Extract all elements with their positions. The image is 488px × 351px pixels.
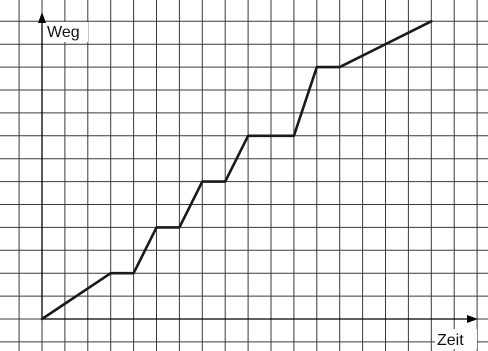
axis-labels: Weg Zeit [46, 22, 477, 349]
y-axis-label-background [46, 22, 88, 42]
x-axis-label: Zeit [437, 332, 464, 349]
x-axis-arrow-icon [467, 315, 478, 323]
axes [38, 12, 478, 323]
x-axis-label-background [435, 329, 477, 349]
y-axis-label: Weg [47, 24, 80, 41]
series-group [40, 19, 433, 321]
y-axis-arrow-icon [38, 12, 46, 23]
series-line [40, 19, 433, 321]
